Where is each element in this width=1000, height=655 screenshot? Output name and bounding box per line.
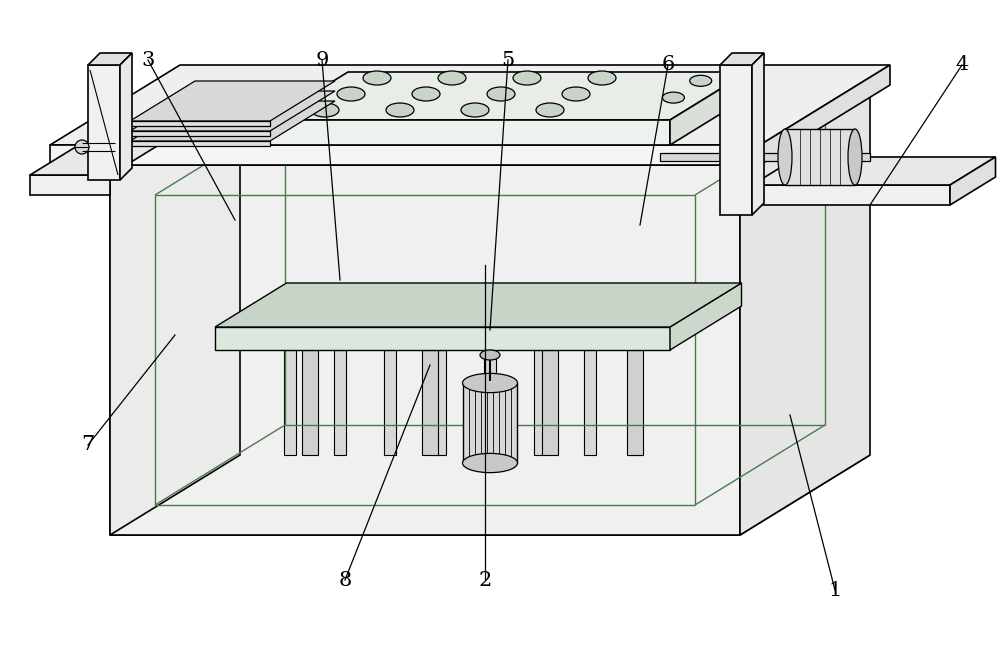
Polygon shape bbox=[284, 350, 296, 455]
Text: 9: 9 bbox=[315, 50, 329, 69]
Ellipse shape bbox=[462, 453, 518, 473]
Ellipse shape bbox=[536, 103, 564, 117]
Ellipse shape bbox=[562, 87, 590, 101]
Polygon shape bbox=[130, 91, 335, 131]
Polygon shape bbox=[434, 350, 446, 455]
Ellipse shape bbox=[337, 87, 365, 101]
Polygon shape bbox=[215, 327, 670, 350]
Ellipse shape bbox=[487, 87, 515, 101]
Text: 7: 7 bbox=[81, 436, 95, 455]
Polygon shape bbox=[752, 53, 764, 215]
Polygon shape bbox=[30, 143, 162, 175]
Polygon shape bbox=[720, 65, 752, 215]
Ellipse shape bbox=[386, 103, 414, 117]
Polygon shape bbox=[130, 81, 335, 121]
Text: 3: 3 bbox=[141, 50, 155, 69]
Polygon shape bbox=[270, 72, 748, 120]
Ellipse shape bbox=[75, 140, 89, 154]
Polygon shape bbox=[720, 53, 764, 65]
Polygon shape bbox=[752, 185, 950, 205]
Polygon shape bbox=[384, 350, 396, 455]
Polygon shape bbox=[302, 350, 318, 455]
Polygon shape bbox=[463, 383, 517, 463]
Polygon shape bbox=[484, 350, 496, 455]
Polygon shape bbox=[120, 53, 132, 180]
Polygon shape bbox=[110, 165, 740, 535]
Polygon shape bbox=[110, 85, 240, 535]
Polygon shape bbox=[629, 350, 641, 455]
Polygon shape bbox=[215, 283, 742, 327]
Polygon shape bbox=[130, 131, 270, 136]
Polygon shape bbox=[130, 121, 270, 126]
Polygon shape bbox=[660, 153, 870, 161]
Polygon shape bbox=[740, 85, 870, 535]
Polygon shape bbox=[270, 120, 670, 145]
Polygon shape bbox=[50, 145, 760, 165]
Polygon shape bbox=[542, 350, 558, 455]
Ellipse shape bbox=[311, 103, 339, 117]
Ellipse shape bbox=[412, 87, 440, 101]
Ellipse shape bbox=[438, 71, 466, 85]
Ellipse shape bbox=[588, 71, 616, 85]
Polygon shape bbox=[422, 350, 438, 455]
Text: 6: 6 bbox=[661, 56, 675, 75]
Text: 5: 5 bbox=[501, 50, 515, 69]
Polygon shape bbox=[30, 175, 110, 195]
Polygon shape bbox=[130, 141, 270, 146]
Ellipse shape bbox=[363, 71, 391, 85]
Ellipse shape bbox=[480, 350, 500, 360]
Text: 1: 1 bbox=[828, 580, 842, 599]
Polygon shape bbox=[752, 157, 996, 185]
Polygon shape bbox=[670, 283, 742, 350]
Polygon shape bbox=[670, 72, 748, 145]
Text: 2: 2 bbox=[478, 571, 492, 590]
Polygon shape bbox=[950, 157, 996, 205]
Ellipse shape bbox=[690, 75, 712, 86]
Polygon shape bbox=[110, 455, 870, 535]
Polygon shape bbox=[334, 350, 346, 455]
Ellipse shape bbox=[513, 71, 541, 85]
Ellipse shape bbox=[462, 373, 518, 392]
Polygon shape bbox=[88, 53, 132, 65]
Polygon shape bbox=[534, 350, 546, 455]
Polygon shape bbox=[110, 85, 870, 165]
Polygon shape bbox=[88, 65, 120, 180]
Ellipse shape bbox=[848, 129, 862, 185]
Text: 4: 4 bbox=[955, 56, 969, 75]
Text: 8: 8 bbox=[338, 571, 352, 590]
Polygon shape bbox=[50, 65, 890, 145]
Polygon shape bbox=[760, 65, 890, 165]
Polygon shape bbox=[130, 101, 335, 141]
Polygon shape bbox=[584, 350, 596, 455]
Ellipse shape bbox=[461, 103, 489, 117]
Ellipse shape bbox=[662, 92, 684, 103]
Polygon shape bbox=[785, 129, 855, 185]
Polygon shape bbox=[627, 350, 643, 455]
Ellipse shape bbox=[778, 129, 792, 185]
